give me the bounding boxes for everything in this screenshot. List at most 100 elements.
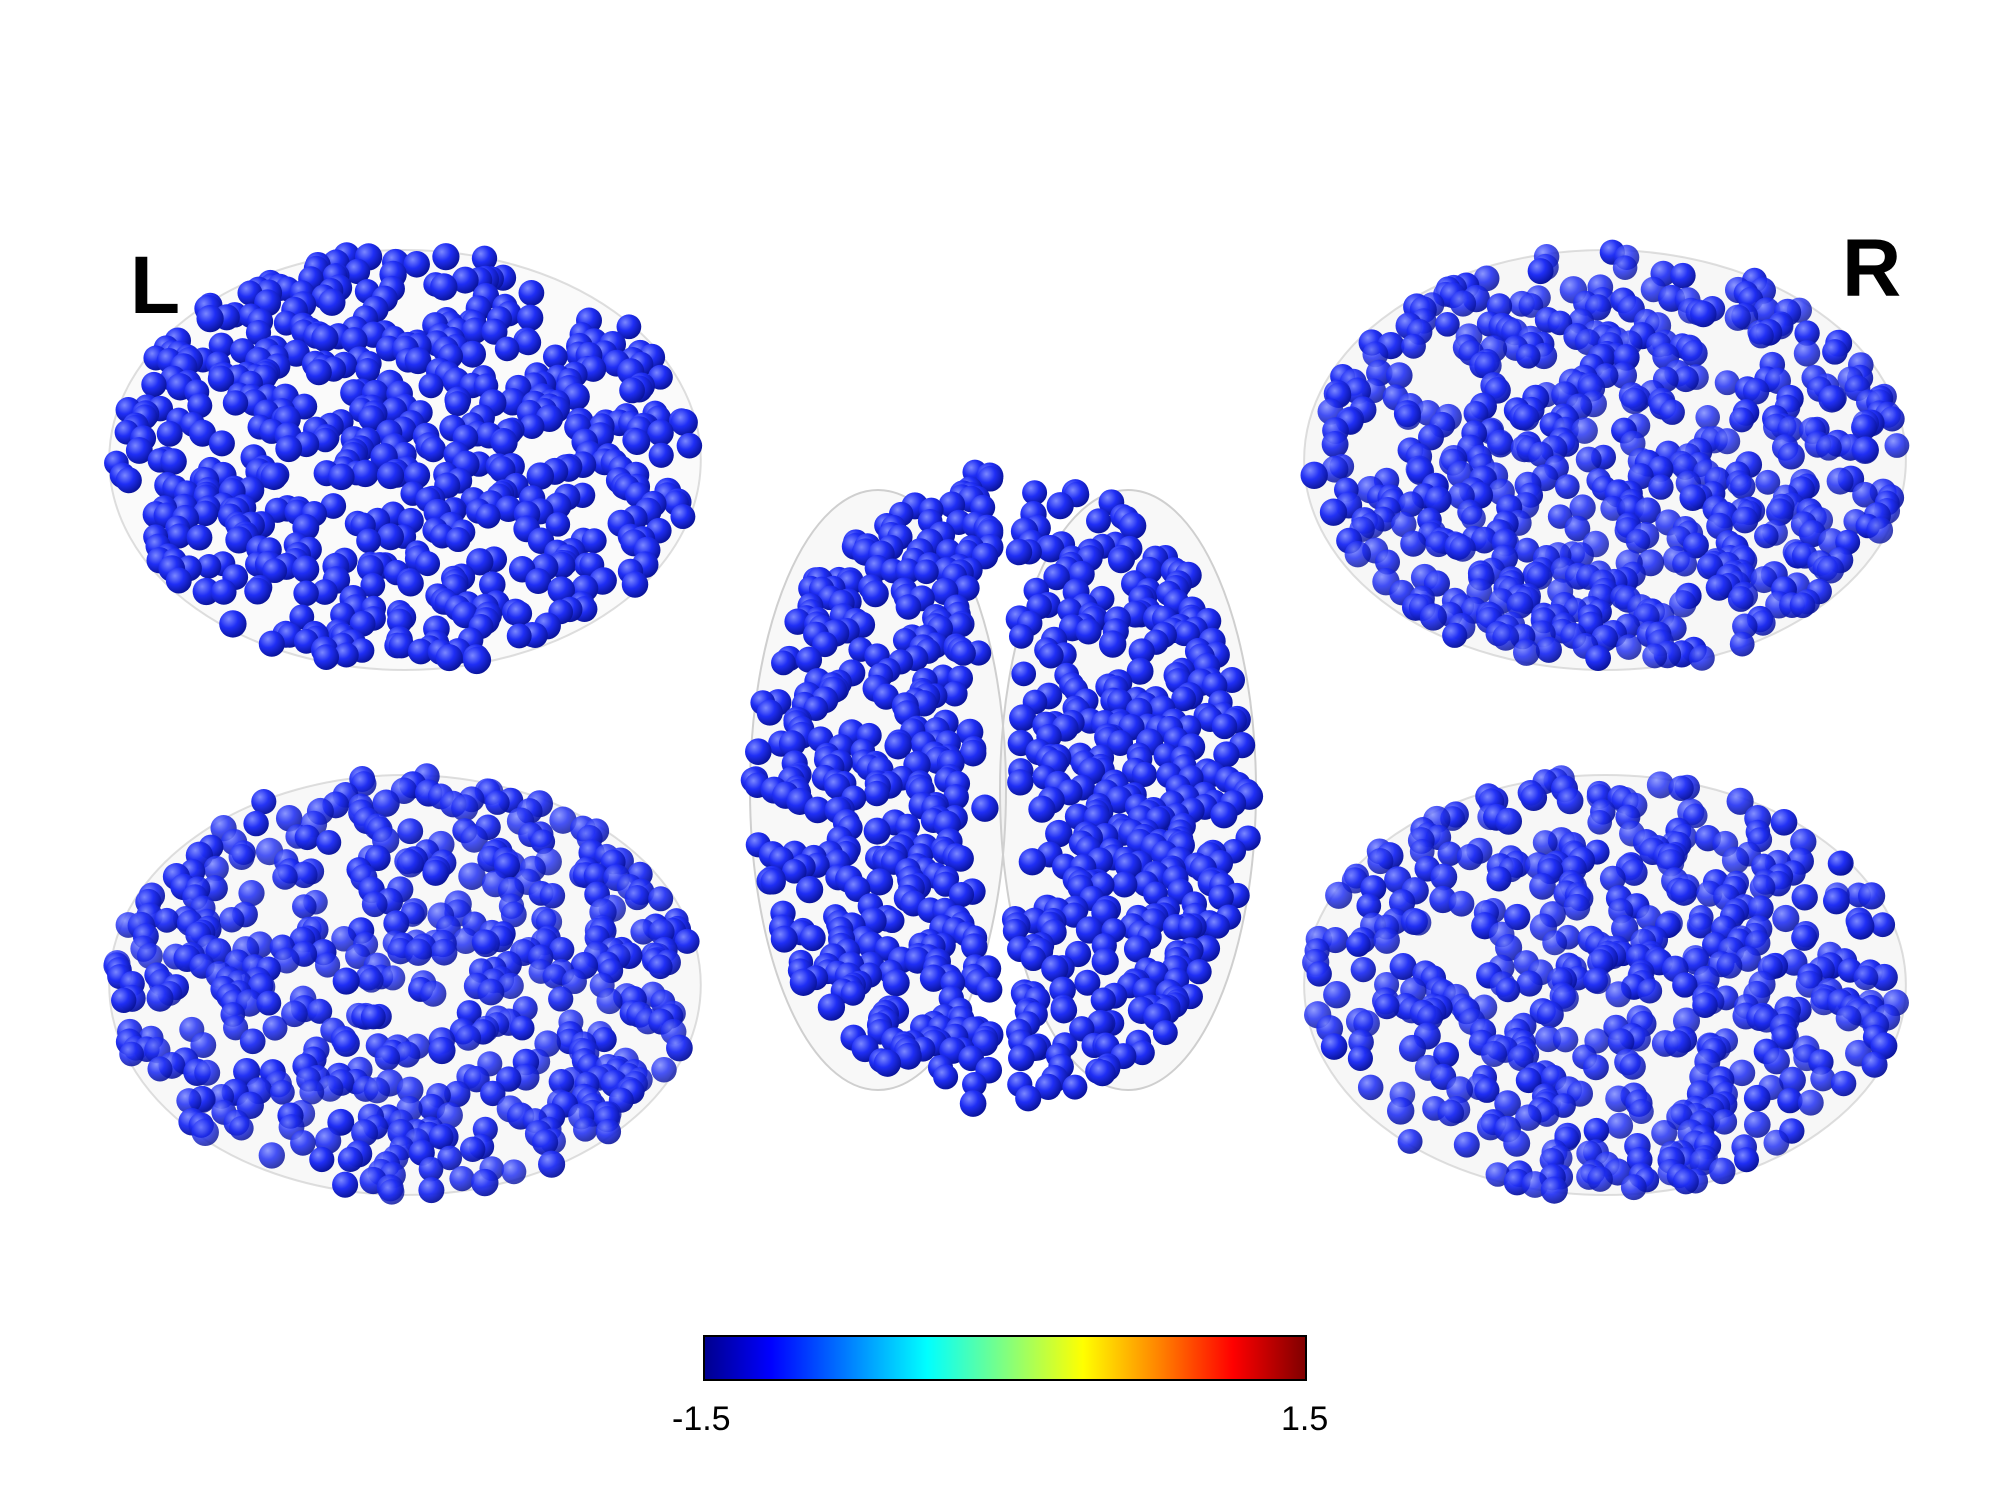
brain-node: [444, 1080, 471, 1108]
brain-node: [186, 524, 213, 551]
brain-node: [1046, 492, 1074, 520]
brain-node: [1612, 255, 1638, 280]
brain-node: [1582, 1054, 1609, 1081]
brain-node: [485, 790, 510, 815]
brain-node: [648, 886, 674, 912]
brain-node: [1515, 1067, 1542, 1094]
brain-node: [1037, 535, 1065, 563]
brain-node: [275, 435, 303, 463]
brain-node: [1418, 424, 1444, 451]
brain-node: [583, 863, 609, 889]
brain-node: [111, 987, 137, 1013]
brain-node: [291, 861, 318, 889]
brain-node: [451, 266, 479, 294]
brain-node: [630, 919, 656, 945]
brain-node: [1610, 362, 1638, 389]
brain-node: [959, 739, 987, 767]
brain-node: [1038, 642, 1064, 669]
brain-node: [1107, 689, 1133, 715]
brain-node: [1747, 895, 1774, 922]
brain-node: [666, 1034, 693, 1062]
brain-node: [1513, 404, 1540, 431]
brain-node: [1571, 417, 1598, 444]
brain-node: [1542, 930, 1568, 956]
brain-node: [358, 967, 384, 993]
brain-node: [1620, 387, 1648, 415]
brain-node: [311, 579, 338, 605]
brain-node: [1754, 523, 1779, 549]
brain-node: [1470, 526, 1498, 554]
brain-node: [1018, 848, 1046, 876]
brain-node: [1853, 965, 1879, 991]
brain-node: [176, 1088, 202, 1114]
brain-node: [1395, 404, 1421, 430]
brain-node: [1552, 1026, 1579, 1053]
brain-node: [361, 891, 388, 918]
brain-node: [1350, 956, 1376, 983]
brain-node: [337, 1146, 364, 1173]
brain-node: [596, 988, 623, 1015]
brain-node: [1606, 1112, 1634, 1139]
brain-node: [196, 304, 224, 333]
brain-node: [545, 512, 571, 537]
brain-node: [895, 1042, 922, 1070]
brain-node: [651, 1056, 677, 1083]
brain-node: [294, 824, 320, 851]
brain-node: [396, 1076, 424, 1104]
brain-node: [407, 638, 434, 665]
brain-node: [404, 347, 432, 375]
brain-node: [1107, 730, 1134, 756]
brain-node: [1879, 406, 1905, 432]
brain-node: [191, 1118, 219, 1147]
brain-node: [1620, 859, 1648, 886]
brain-node: [1605, 981, 1632, 1008]
brain-node: [1755, 469, 1781, 495]
brain-node: [1663, 1030, 1692, 1058]
brain-node: [961, 933, 988, 960]
brain-node: [1131, 761, 1157, 787]
brain-node: [1615, 634, 1642, 660]
brain-node: [360, 572, 386, 598]
brain-node: [480, 1080, 506, 1107]
brain-node: [933, 1064, 959, 1090]
brain-node: [1035, 1073, 1062, 1101]
brain-node: [1669, 590, 1697, 618]
brain-node: [771, 650, 796, 676]
brain-node: [420, 980, 447, 1007]
brain-node: [225, 526, 253, 554]
brain-node: [141, 371, 167, 398]
brain-node: [475, 503, 501, 529]
brain-node: [895, 558, 921, 584]
brain-node: [299, 1079, 325, 1105]
colorbar-min-label: -1.5: [672, 1400, 731, 1438]
brain-node: [526, 462, 555, 490]
brain-node: [1504, 903, 1531, 931]
brain-node: [1089, 1059, 1116, 1087]
brain-node: [1724, 304, 1751, 331]
brain-node: [270, 1079, 295, 1105]
brain-node: [1689, 645, 1715, 671]
brain-node: [1321, 455, 1349, 483]
brain-node: [1486, 866, 1512, 892]
brain-node: [156, 420, 183, 447]
brain-node: [948, 882, 975, 908]
brain-node: [1506, 591, 1534, 619]
brain-node: [817, 993, 846, 1021]
brain-node: [290, 1130, 316, 1156]
brain-node: [115, 467, 142, 494]
brain-node: [1696, 553, 1724, 580]
brain-node: [1793, 340, 1821, 367]
brain-node: [396, 850, 425, 878]
brain-node: [1386, 362, 1413, 389]
brain-node: [332, 1171, 359, 1198]
brain-node: [351, 771, 377, 797]
brain-node: [311, 324, 339, 353]
brain-node: [208, 332, 235, 359]
brain-node: [1750, 566, 1778, 594]
brain-node: [864, 780, 890, 807]
brain-node: [418, 1177, 445, 1204]
brain-node: [784, 608, 811, 635]
brain-node: [380, 965, 406, 991]
brain-node: [1398, 491, 1424, 517]
